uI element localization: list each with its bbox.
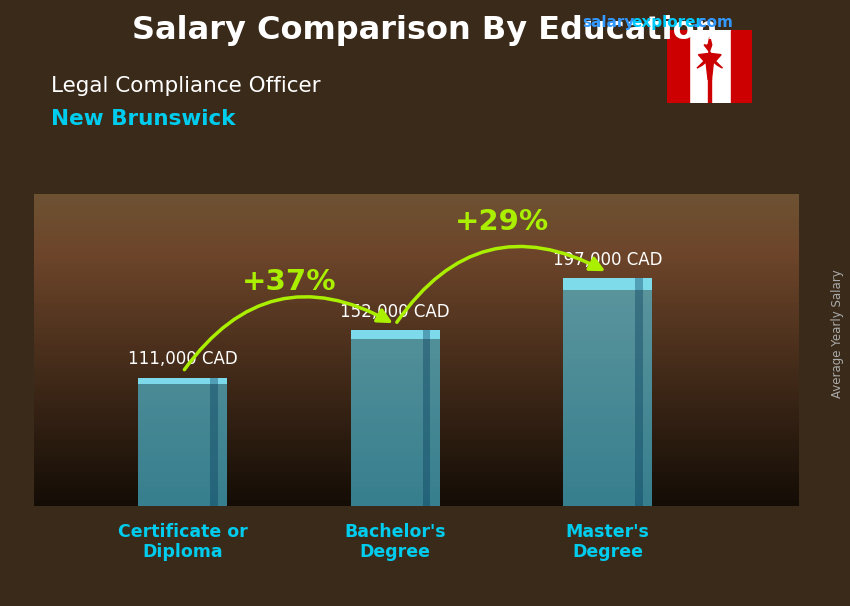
Bar — [563, 278, 653, 290]
Text: 152,000 CAD: 152,000 CAD — [341, 303, 450, 321]
Bar — [350, 330, 440, 506]
Text: 197,000 CAD: 197,000 CAD — [553, 251, 662, 269]
Bar — [138, 378, 227, 506]
Text: New Brunswick: New Brunswick — [51, 109, 235, 129]
Bar — [563, 278, 653, 506]
Bar — [708, 78, 711, 103]
Bar — [138, 378, 227, 384]
Text: explorer: explorer — [632, 15, 704, 30]
Bar — [350, 330, 440, 339]
Bar — [636, 278, 643, 506]
Text: Average Yearly Salary: Average Yearly Salary — [830, 269, 844, 398]
Text: Legal Compliance Officer: Legal Compliance Officer — [51, 76, 320, 96]
Text: +37%: +37% — [241, 268, 337, 296]
Text: Salary Comparison By Education: Salary Comparison By Education — [133, 15, 717, 46]
Text: 111,000 CAD: 111,000 CAD — [128, 350, 238, 368]
Bar — [667, 30, 688, 103]
Bar — [211, 378, 218, 506]
Bar — [423, 330, 430, 506]
Text: .com: .com — [693, 15, 734, 30]
Text: +29%: +29% — [455, 208, 548, 236]
Text: salary: salary — [582, 15, 635, 30]
Bar — [731, 30, 752, 103]
Polygon shape — [697, 37, 722, 79]
